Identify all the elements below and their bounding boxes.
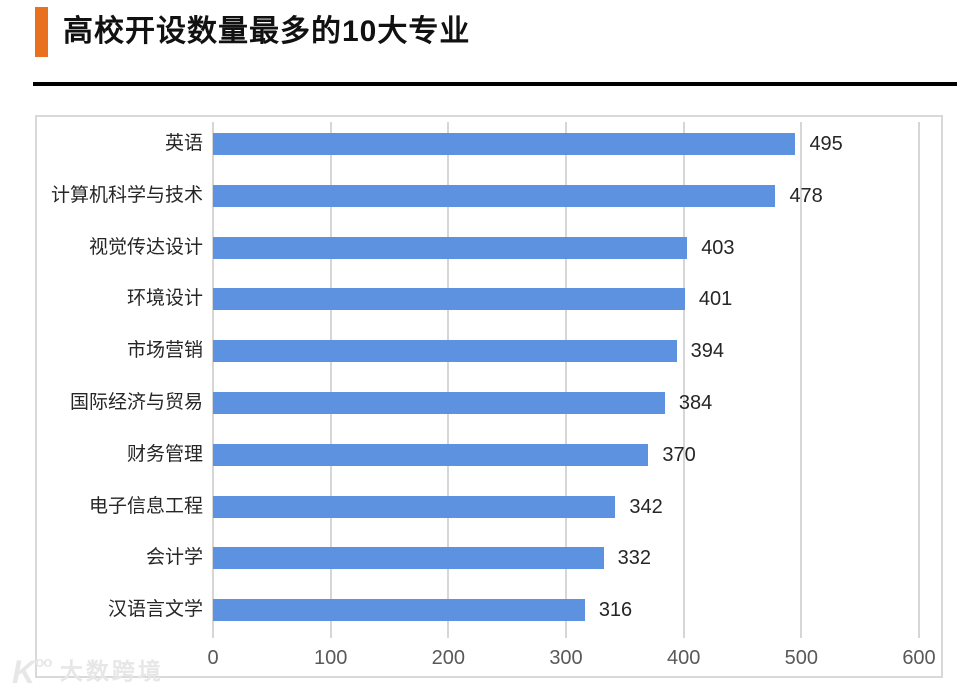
- x-tick-label: 300: [549, 647, 583, 669]
- bar: [213, 599, 585, 622]
- gridline-x-300: [565, 122, 567, 638]
- value-label: 370: [662, 443, 696, 466]
- gridline-x-500: [800, 122, 803, 638]
- watermark-text: 大数跨境: [59, 658, 164, 684]
- bar: [213, 443, 649, 466]
- category-label: 英语: [164, 133, 203, 154]
- gridline-x-400: [682, 122, 685, 638]
- bar: [213, 184, 776, 207]
- category-label: 视觉传达设计: [88, 236, 203, 258]
- value-label: 384: [678, 392, 713, 414]
- category-label: 财务管理: [126, 443, 203, 465]
- x-tick-label: 400: [666, 647, 701, 669]
- bar-chart: 英语 495 计算机科学与技术 478 视觉传达设计 403 环境设计 401 市场营销 394 国…: [35, 115, 943, 678]
- category-label: 国际经济与贸易: [69, 392, 203, 413]
- category-label: 电子信息工程: [88, 495, 203, 517]
- watermark-logo-sup: oo: [35, 654, 52, 671]
- page-title: 高校开设数量最多的10大专业: [63, 15, 471, 48]
- value-label: 332: [617, 547, 652, 570]
- value-label: 403: [701, 236, 735, 259]
- bar: [213, 236, 688, 259]
- x-tick-label: 0: [207, 647, 219, 669]
- watermark: Koo 大数跨境: [12, 652, 164, 691]
- value-label: 342: [629, 495, 663, 518]
- x-tick-label: 500: [784, 647, 819, 669]
- value-label: 478: [789, 184, 823, 207]
- bar: [213, 392, 665, 414]
- category-label: 计算机科学与技术: [50, 184, 203, 206]
- value-label: 316: [598, 599, 633, 622]
- x-tick-label: 600: [902, 647, 936, 669]
- category-label: 环境设计: [126, 288, 203, 310]
- gridline-x-0: [212, 122, 214, 638]
- category-label: 汉语言文学: [107, 599, 203, 621]
- category-label: 会计学: [145, 547, 203, 569]
- gridline-x-100: [329, 122, 332, 638]
- bar: [213, 133, 796, 155]
- value-label: 401: [698, 288, 733, 311]
- bar: [213, 288, 685, 311]
- value-label: 495: [809, 133, 843, 155]
- watermark-logo-icon: K: [12, 654, 36, 690]
- gridline-x-200: [447, 122, 450, 638]
- x-tick-label: 200: [431, 647, 466, 669]
- value-label: 394: [690, 340, 724, 363]
- title-divider-line: [33, 82, 957, 86]
- category-label: 市场营销: [126, 340, 203, 362]
- bar: [213, 547, 604, 570]
- gridline-x-600: [918, 122, 920, 638]
- bar: [213, 340, 677, 363]
- bar: [213, 495, 616, 518]
- x-tick-label: 100: [313, 647, 348, 669]
- title-accent-bar: [35, 7, 48, 57]
